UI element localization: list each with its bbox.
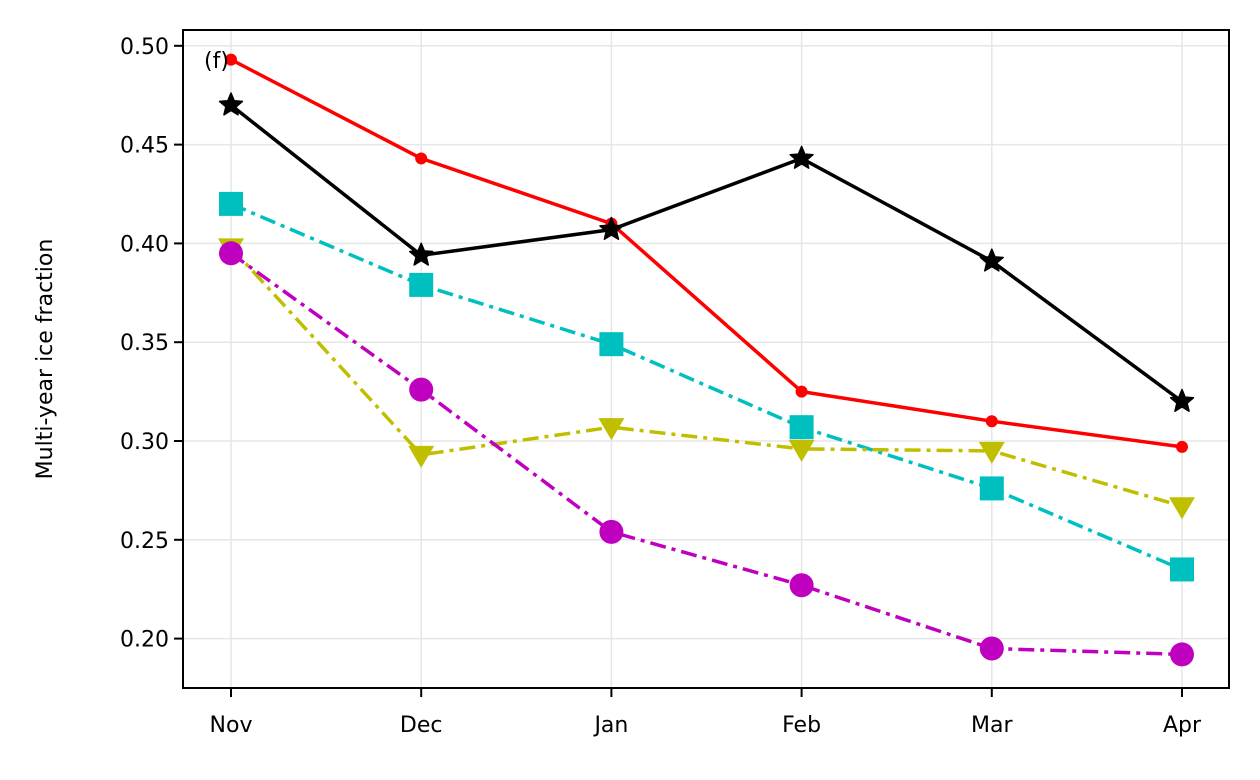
data-point xyxy=(409,272,434,297)
data-point xyxy=(789,573,814,598)
y-tick-label: 0.25 xyxy=(120,529,169,554)
data-point xyxy=(409,377,434,402)
data-point xyxy=(789,415,814,440)
data-point xyxy=(979,636,1004,661)
data-point xyxy=(1176,440,1188,453)
data-point xyxy=(795,385,808,398)
y-tick-label: 0.30 xyxy=(120,430,169,455)
data-point xyxy=(979,476,1004,501)
data-point xyxy=(985,415,998,428)
x-tick-label: Nov xyxy=(210,713,253,738)
x-tick-label: Apr xyxy=(1163,713,1202,738)
data-point xyxy=(415,152,428,165)
axes: Nov Dec Jan Feb Mar Apr 0.20 0.25 0.30 0.35 0.40 0.… xyxy=(120,35,1202,738)
data-point xyxy=(219,191,243,216)
series-group xyxy=(225,53,1188,453)
x-tick-label: Mar xyxy=(971,713,1013,738)
plot-frame xyxy=(182,29,1230,689)
grid-lines xyxy=(183,30,1229,688)
series-line xyxy=(229,103,1184,403)
series-line xyxy=(230,202,1183,572)
data-point xyxy=(599,332,624,357)
y-axis-title: Multi-year ice fraction xyxy=(33,239,58,480)
data-point xyxy=(979,248,1004,272)
data-point xyxy=(408,445,435,468)
data-point xyxy=(978,441,1005,464)
data-point xyxy=(1169,388,1195,412)
x-tick-label: Jan xyxy=(592,713,628,738)
panel-label: (f) xyxy=(204,49,229,74)
data-point xyxy=(409,242,434,266)
data-point xyxy=(219,241,243,266)
data-point xyxy=(789,145,814,169)
series-line xyxy=(229,246,1183,508)
data-point xyxy=(218,92,244,116)
y-tick-label: 0.35 xyxy=(120,331,169,356)
series-group xyxy=(218,92,1195,412)
data-point xyxy=(788,439,815,462)
data-point xyxy=(1170,557,1194,582)
series-group xyxy=(218,238,1195,520)
data-point xyxy=(599,519,624,544)
x-tick-label: Feb xyxy=(782,713,821,738)
data-point xyxy=(1170,642,1194,667)
plot-series xyxy=(218,53,1195,667)
series-line xyxy=(230,58,1183,449)
series-group xyxy=(219,241,1194,667)
series-line xyxy=(229,251,1183,657)
y-tick-label: 0.20 xyxy=(120,628,169,653)
data-point xyxy=(599,216,624,241)
y-tick-label: 0.50 xyxy=(120,35,169,60)
x-tick-label: Dec xyxy=(400,713,443,738)
data-point xyxy=(1169,497,1195,520)
y-tick-label: 0.40 xyxy=(120,232,169,257)
y-tick-label: 0.45 xyxy=(120,134,169,159)
series-group xyxy=(219,191,1194,582)
data-point xyxy=(225,53,237,66)
data-point xyxy=(598,418,625,441)
